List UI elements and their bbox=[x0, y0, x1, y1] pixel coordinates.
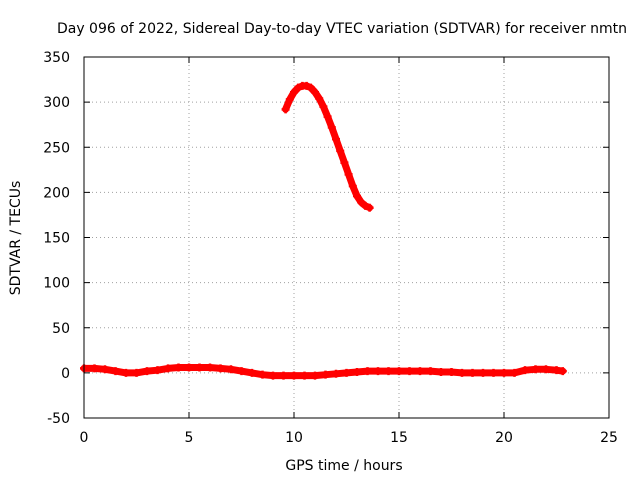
data-point bbox=[290, 371, 298, 380]
x-tick-label: 10 bbox=[285, 430, 303, 446]
y-tick-label: 250 bbox=[43, 140, 70, 156]
data-point bbox=[279, 371, 288, 380]
data-point bbox=[336, 146, 345, 155]
y-tick-label: 300 bbox=[43, 95, 70, 111]
data-point bbox=[311, 371, 319, 380]
data-point bbox=[101, 365, 109, 374]
series-peak bbox=[281, 81, 374, 212]
data-point bbox=[281, 105, 290, 114]
data-point bbox=[395, 367, 403, 376]
y-tick-label: -50 bbox=[47, 411, 70, 427]
data-point bbox=[357, 198, 366, 207]
data-point bbox=[500, 368, 508, 377]
data-point bbox=[111, 367, 120, 376]
data-point bbox=[558, 367, 567, 376]
data-point bbox=[216, 364, 225, 373]
data-point bbox=[365, 203, 374, 212]
data-point bbox=[323, 112, 332, 121]
data-point bbox=[342, 368, 351, 377]
data-point bbox=[374, 367, 382, 376]
data-point bbox=[319, 102, 328, 111]
data-point bbox=[332, 135, 340, 144]
data-point bbox=[195, 363, 204, 372]
x-tick-label: 5 bbox=[185, 430, 194, 446]
data-point bbox=[447, 367, 456, 376]
data-point bbox=[315, 94, 324, 103]
data-point bbox=[510, 368, 519, 377]
data-point bbox=[90, 364, 99, 373]
data-point bbox=[164, 364, 172, 373]
data-point bbox=[185, 363, 193, 372]
data-point bbox=[227, 365, 235, 374]
data-point bbox=[132, 368, 141, 377]
data-point bbox=[458, 368, 466, 377]
x-tick-label: 0 bbox=[80, 430, 89, 446]
data-point bbox=[437, 367, 445, 376]
data-point bbox=[344, 170, 353, 179]
y-axis-label: SDTVAR / TECUs bbox=[8, 181, 24, 296]
data-point bbox=[327, 123, 336, 132]
data-point bbox=[300, 371, 309, 380]
data-point bbox=[237, 367, 246, 376]
data-point bbox=[321, 370, 330, 379]
series-baseline bbox=[80, 363, 567, 380]
ticks: 0 5 10 15 20 25 -50 0 50 100 150 200 250 300 350 bbox=[43, 50, 618, 446]
data-point bbox=[479, 368, 487, 377]
data-point bbox=[206, 363, 214, 372]
data-point bbox=[542, 365, 550, 374]
x-tick-label: 20 bbox=[495, 430, 513, 446]
x-tick-label: 15 bbox=[390, 430, 408, 446]
grid bbox=[84, 57, 609, 418]
chart-title: Day 096 of 2022, Sidereal Day-to-day VTE… bbox=[57, 21, 627, 37]
data-point bbox=[363, 367, 372, 376]
y-tick-label: 100 bbox=[43, 276, 70, 292]
data-point bbox=[348, 182, 357, 191]
data-point bbox=[122, 368, 130, 377]
y-tick-label: 50 bbox=[52, 321, 70, 337]
data-point bbox=[332, 369, 340, 378]
data-point bbox=[340, 158, 349, 167]
data-point bbox=[258, 370, 267, 379]
x-axis-label: GPS time / hours bbox=[285, 458, 402, 474]
data-point bbox=[521, 366, 529, 375]
x-tick-label: 25 bbox=[600, 430, 618, 446]
data-point bbox=[361, 201, 370, 210]
data-point bbox=[311, 88, 319, 97]
y-tick-label: 150 bbox=[43, 231, 70, 247]
data-point bbox=[174, 363, 183, 372]
data-point bbox=[269, 371, 277, 380]
data-point bbox=[153, 366, 162, 375]
data-point bbox=[353, 191, 361, 200]
data-point bbox=[294, 83, 303, 92]
data-point bbox=[306, 83, 315, 92]
data-point bbox=[248, 368, 256, 377]
y-tick-label: 0 bbox=[61, 366, 70, 382]
data-layer bbox=[80, 81, 567, 380]
data-point bbox=[285, 95, 294, 104]
data-point bbox=[468, 368, 477, 377]
data-point bbox=[489, 368, 498, 377]
data-point bbox=[143, 367, 151, 376]
data-point bbox=[290, 88, 298, 97]
data-point bbox=[353, 367, 361, 376]
data-point bbox=[531, 365, 540, 374]
plot-frame bbox=[83, 56, 610, 419]
y-tick-label: 350 bbox=[43, 50, 70, 66]
y-tick-label: 200 bbox=[43, 185, 70, 201]
data-point bbox=[302, 81, 311, 90]
data-point bbox=[384, 367, 393, 376]
data-point bbox=[426, 367, 435, 376]
data-point bbox=[416, 367, 424, 376]
data-point bbox=[405, 367, 414, 376]
